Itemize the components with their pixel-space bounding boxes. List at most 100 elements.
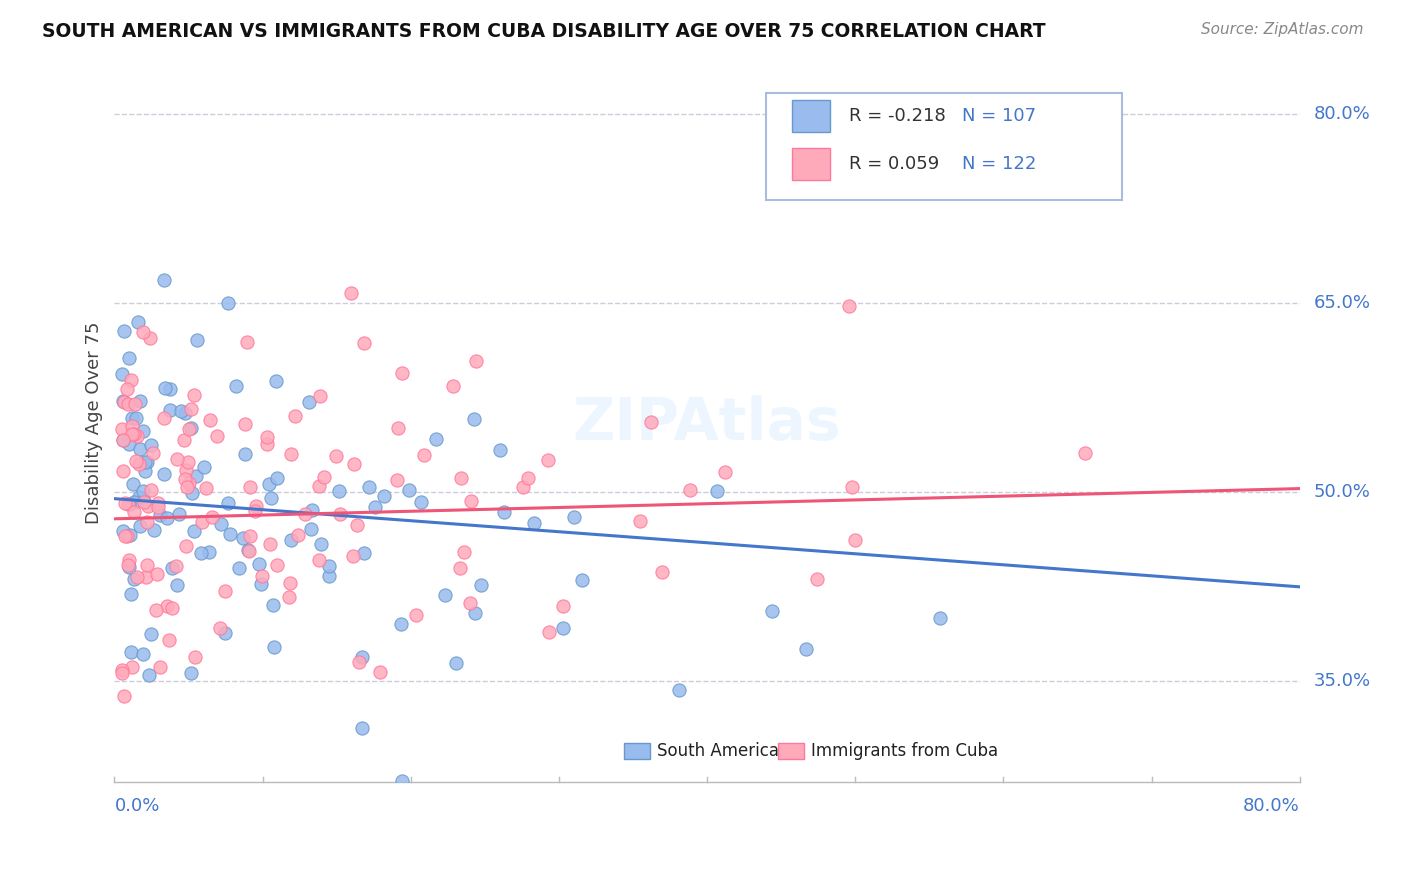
Point (425, 433, 447, 447)
Point (129, 519, 152, 533)
Point (118, 560, 141, 574)
Point (262, 598, 284, 612)
Point (114, 689, 136, 703)
Point (232, 532, 254, 546)
Point (179, 422, 201, 436)
Point (266, 375, 288, 389)
Point (169, 403, 191, 417)
Text: Immigrants from Cuba: Immigrants from Cuba (811, 742, 998, 760)
Point (347, 655, 370, 669)
Point (177, 455, 200, 469)
Point (174, 406, 197, 420)
Point (159, 383, 181, 397)
Point (217, 495, 239, 509)
Point (145, 603, 167, 617)
Text: 80.0%: 80.0% (1243, 797, 1299, 815)
Point (117, 396, 139, 410)
FancyBboxPatch shape (793, 100, 831, 132)
Point (458, 596, 481, 610)
Point (114, 496, 136, 510)
Point (460, 493, 482, 508)
Point (135, 570, 157, 584)
Point (352, 721, 374, 735)
Text: 80.0%: 80.0% (1315, 105, 1371, 123)
Text: R = -0.218: R = -0.218 (849, 107, 946, 125)
Point (523, 516, 546, 530)
Point (256, 430, 278, 444)
Point (434, 588, 457, 602)
Text: N = 107: N = 107 (962, 107, 1036, 125)
Point (838, 300, 860, 314)
Text: 65.0%: 65.0% (1315, 294, 1371, 312)
Point (449, 561, 471, 575)
Point (132, 483, 155, 498)
Point (142, 446, 165, 460)
Point (841, 480, 863, 494)
Point (278, 576, 301, 591)
Point (340, 286, 363, 301)
Point (628, 515, 651, 529)
Point (118, 497, 141, 511)
Point (173, 433, 195, 447)
Point (174, 463, 197, 477)
Point (492, 505, 515, 519)
Point (117, 382, 139, 396)
Point (122, 495, 145, 509)
Point (120, 587, 142, 601)
FancyBboxPatch shape (778, 743, 804, 759)
Point (177, 476, 200, 491)
Point (364, 500, 387, 514)
Point (128, 457, 150, 471)
Point (571, 573, 593, 587)
Point (125, 429, 148, 443)
Point (166, 451, 188, 466)
Point (117, 437, 139, 451)
Point (153, 411, 176, 425)
Point (219, 527, 242, 541)
Point (156, 510, 179, 524)
Point (249, 577, 271, 591)
Point (259, 476, 281, 491)
Point (134, 493, 156, 508)
Point (125, 411, 148, 425)
Point (794, 642, 817, 657)
Point (198, 413, 221, 427)
Point (405, 607, 427, 622)
Point (114, 529, 136, 543)
Point (209, 622, 232, 636)
Point (761, 604, 783, 618)
Point (190, 546, 212, 560)
Point (679, 483, 702, 497)
Point (714, 465, 737, 479)
Point (343, 457, 366, 471)
Point (280, 533, 302, 548)
Point (125, 570, 148, 584)
Point (138, 668, 160, 682)
Point (357, 480, 380, 494)
Point (149, 660, 172, 674)
Point (117, 497, 139, 511)
Text: ZIPAtlas: ZIPAtlas (572, 394, 841, 451)
Point (553, 599, 575, 614)
Point (325, 449, 347, 463)
Point (201, 509, 224, 524)
Point (368, 665, 391, 679)
Point (176, 480, 198, 494)
Point (128, 491, 150, 505)
Point (214, 626, 236, 640)
Point (184, 650, 207, 665)
Text: Source: ZipAtlas.com: Source: ZipAtlas.com (1201, 22, 1364, 37)
Point (441, 378, 464, 392)
Point (135, 455, 157, 469)
Point (453, 544, 475, 558)
Point (141, 627, 163, 641)
Point (512, 480, 534, 494)
Point (640, 415, 662, 429)
Point (139, 330, 162, 344)
Point (308, 553, 330, 567)
Point (301, 503, 323, 517)
Point (124, 427, 146, 442)
Point (464, 354, 486, 368)
Point (309, 537, 332, 551)
Point (121, 427, 143, 442)
